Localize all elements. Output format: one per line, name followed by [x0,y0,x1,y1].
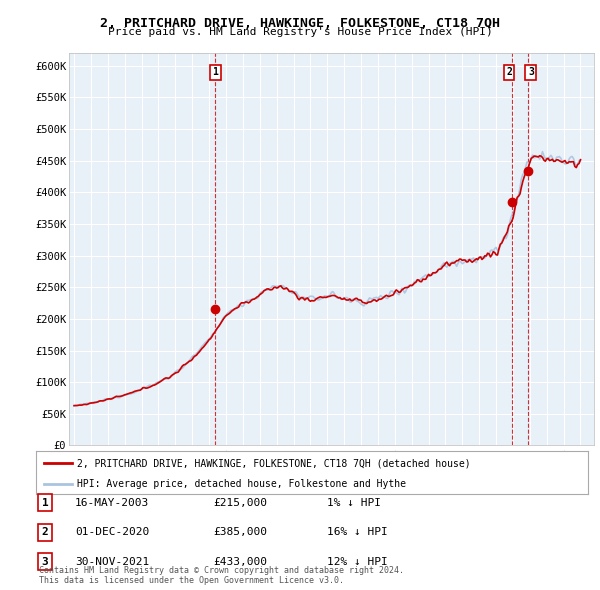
Text: 3: 3 [41,557,49,566]
Text: 1% ↓ HPI: 1% ↓ HPI [327,498,381,507]
Text: 16-MAY-2003: 16-MAY-2003 [75,498,149,507]
Text: 01-DEC-2020: 01-DEC-2020 [75,527,149,537]
Text: HPI: Average price, detached house, Folkestone and Hythe: HPI: Average price, detached house, Folk… [77,480,406,490]
Text: 16% ↓ HPI: 16% ↓ HPI [327,527,388,537]
Text: £385,000: £385,000 [213,527,267,537]
Text: 2: 2 [506,67,512,77]
Text: Contains HM Land Registry data © Crown copyright and database right 2024.
This d: Contains HM Land Registry data © Crown c… [39,566,404,585]
Text: 3: 3 [528,67,534,77]
Text: £215,000: £215,000 [213,498,267,507]
Text: 30-NOV-2021: 30-NOV-2021 [75,557,149,566]
Text: 2: 2 [41,527,49,537]
Text: £433,000: £433,000 [213,557,267,566]
Text: 12% ↓ HPI: 12% ↓ HPI [327,557,388,566]
Text: 1: 1 [212,67,218,77]
Text: Price paid vs. HM Land Registry's House Price Index (HPI): Price paid vs. HM Land Registry's House … [107,27,493,37]
Text: 2, PRITCHARD DRIVE, HAWKINGE, FOLKESTONE, CT18 7QH: 2, PRITCHARD DRIVE, HAWKINGE, FOLKESTONE… [100,17,500,30]
Text: 1: 1 [41,498,49,507]
Text: 2, PRITCHARD DRIVE, HAWKINGE, FOLKESTONE, CT18 7QH (detached house): 2, PRITCHARD DRIVE, HAWKINGE, FOLKESTONE… [77,458,471,468]
